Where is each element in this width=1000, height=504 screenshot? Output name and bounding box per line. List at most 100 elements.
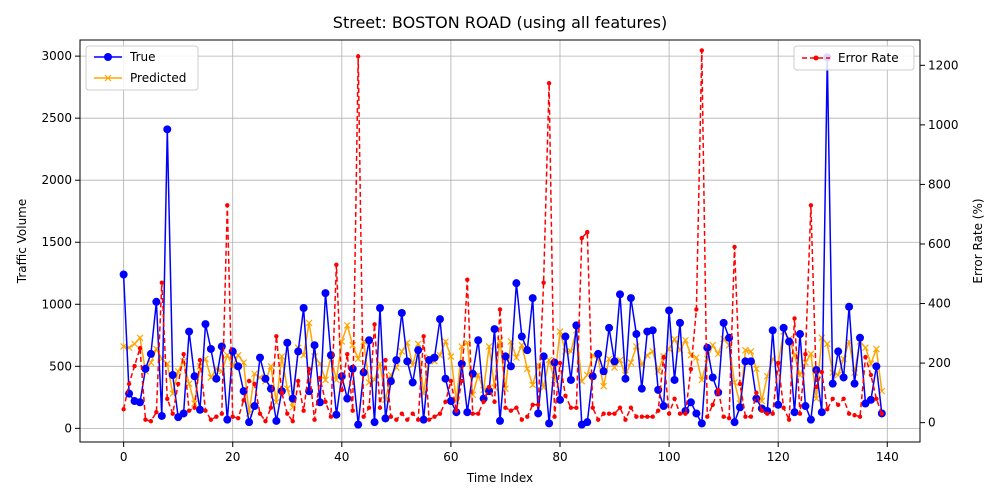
true-point — [168, 371, 177, 379]
error-rate-point — [874, 396, 879, 402]
true-point — [512, 279, 521, 288]
error-rate-point — [366, 405, 372, 410]
true-point — [616, 290, 624, 299]
error-rate-point — [148, 418, 154, 424]
true-point — [386, 377, 395, 386]
legend-right: Error Rate — [793, 45, 915, 71]
error-rate-point — [639, 414, 645, 419]
error-rate-point — [350, 408, 355, 413]
true-point — [272, 416, 281, 425]
predicted-series-line — [123, 322, 883, 414]
error-rate-point — [792, 316, 797, 321]
error-rate-point — [765, 411, 770, 416]
x-tick-label: 0 — [120, 450, 128, 464]
true-point — [790, 408, 799, 417]
error-rate-point — [301, 408, 306, 413]
predicted-point — [447, 352, 455, 360]
error-rate-point — [279, 390, 285, 396]
error-rate-point — [339, 387, 345, 393]
error-rate-point — [405, 417, 410, 422]
x-tick-label: 80 — [552, 450, 567, 464]
true-point — [474, 336, 483, 345]
error-rate-point — [126, 381, 132, 387]
true-point — [556, 395, 564, 404]
true-point — [430, 353, 439, 362]
error-rate-point — [492, 399, 497, 404]
true-point — [594, 349, 603, 358]
error-rate-point — [208, 417, 214, 422]
error-rate-point — [819, 369, 825, 375]
true-point — [190, 372, 199, 381]
y-axis-label: Traffic Volume — [15, 199, 29, 285]
error-rate-point — [497, 307, 503, 312]
true-point — [637, 384, 646, 393]
error-rate-point — [394, 417, 399, 422]
predicted-point — [305, 319, 313, 327]
true-point — [403, 357, 412, 366]
error-rate-point — [857, 414, 863, 419]
predicted-point — [398, 348, 406, 355]
error-rate-point — [563, 393, 568, 399]
true-point — [768, 326, 777, 335]
true-point — [463, 408, 472, 417]
predicted-point — [671, 335, 678, 343]
error-rate-point — [170, 411, 175, 416]
error-rate-point — [154, 410, 159, 415]
true-point — [561, 332, 570, 341]
predicted-point — [322, 376, 329, 384]
true-point — [223, 415, 232, 424]
predicted-point — [529, 381, 537, 389]
true-point — [736, 403, 744, 412]
error-rate-point — [623, 417, 628, 422]
true-point — [381, 414, 390, 423]
predicted-point — [414, 340, 422, 348]
x-tick-label: 140 — [876, 450, 899, 464]
error-rate-point — [219, 411, 225, 416]
error-rate-point — [345, 351, 350, 357]
error-rate-point — [257, 411, 263, 416]
error-rate-point — [737, 381, 743, 387]
true-point — [583, 418, 592, 427]
predicted-point — [442, 338, 449, 345]
true-point — [228, 347, 237, 356]
true-point — [321, 289, 330, 298]
y2-tick-label: 1200 — [928, 58, 959, 72]
predicted-point — [698, 376, 706, 384]
predicted-point — [742, 346, 749, 354]
y-tick-label: 3000 — [41, 49, 72, 63]
true-point — [343, 394, 352, 403]
true-point — [496, 416, 504, 425]
predicted-point — [600, 382, 608, 390]
predicted-point — [556, 328, 564, 335]
true-point — [697, 419, 706, 428]
error-rate-point — [421, 334, 426, 339]
true-point — [332, 410, 341, 419]
predicted-point — [714, 350, 722, 358]
true-point — [370, 418, 379, 427]
error-rate-point — [181, 351, 186, 357]
error-rate-point — [486, 384, 492, 390]
true-point — [845, 302, 854, 311]
true-point — [774, 400, 783, 409]
y-tick-label: 500 — [49, 359, 72, 373]
error-rate-point — [197, 357, 203, 363]
true-point — [441, 374, 450, 383]
true-point — [621, 374, 630, 383]
error-rate-point — [252, 381, 257, 387]
true-point — [817, 408, 826, 417]
error-rate-point — [312, 417, 317, 422]
x-tick-label: 120 — [767, 450, 790, 464]
error-rate-point — [726, 415, 732, 421]
true-point — [141, 364, 150, 373]
true-point — [146, 349, 155, 358]
error-rate-point — [628, 405, 634, 410]
error-rate-point — [388, 414, 394, 419]
error-rate-point — [295, 378, 301, 384]
true-point — [468, 369, 477, 378]
error-rate-point — [879, 411, 885, 416]
true-point — [457, 359, 466, 368]
true-point — [212, 374, 221, 383]
predicted-point — [807, 350, 815, 358]
error-rate-point — [705, 414, 710, 419]
